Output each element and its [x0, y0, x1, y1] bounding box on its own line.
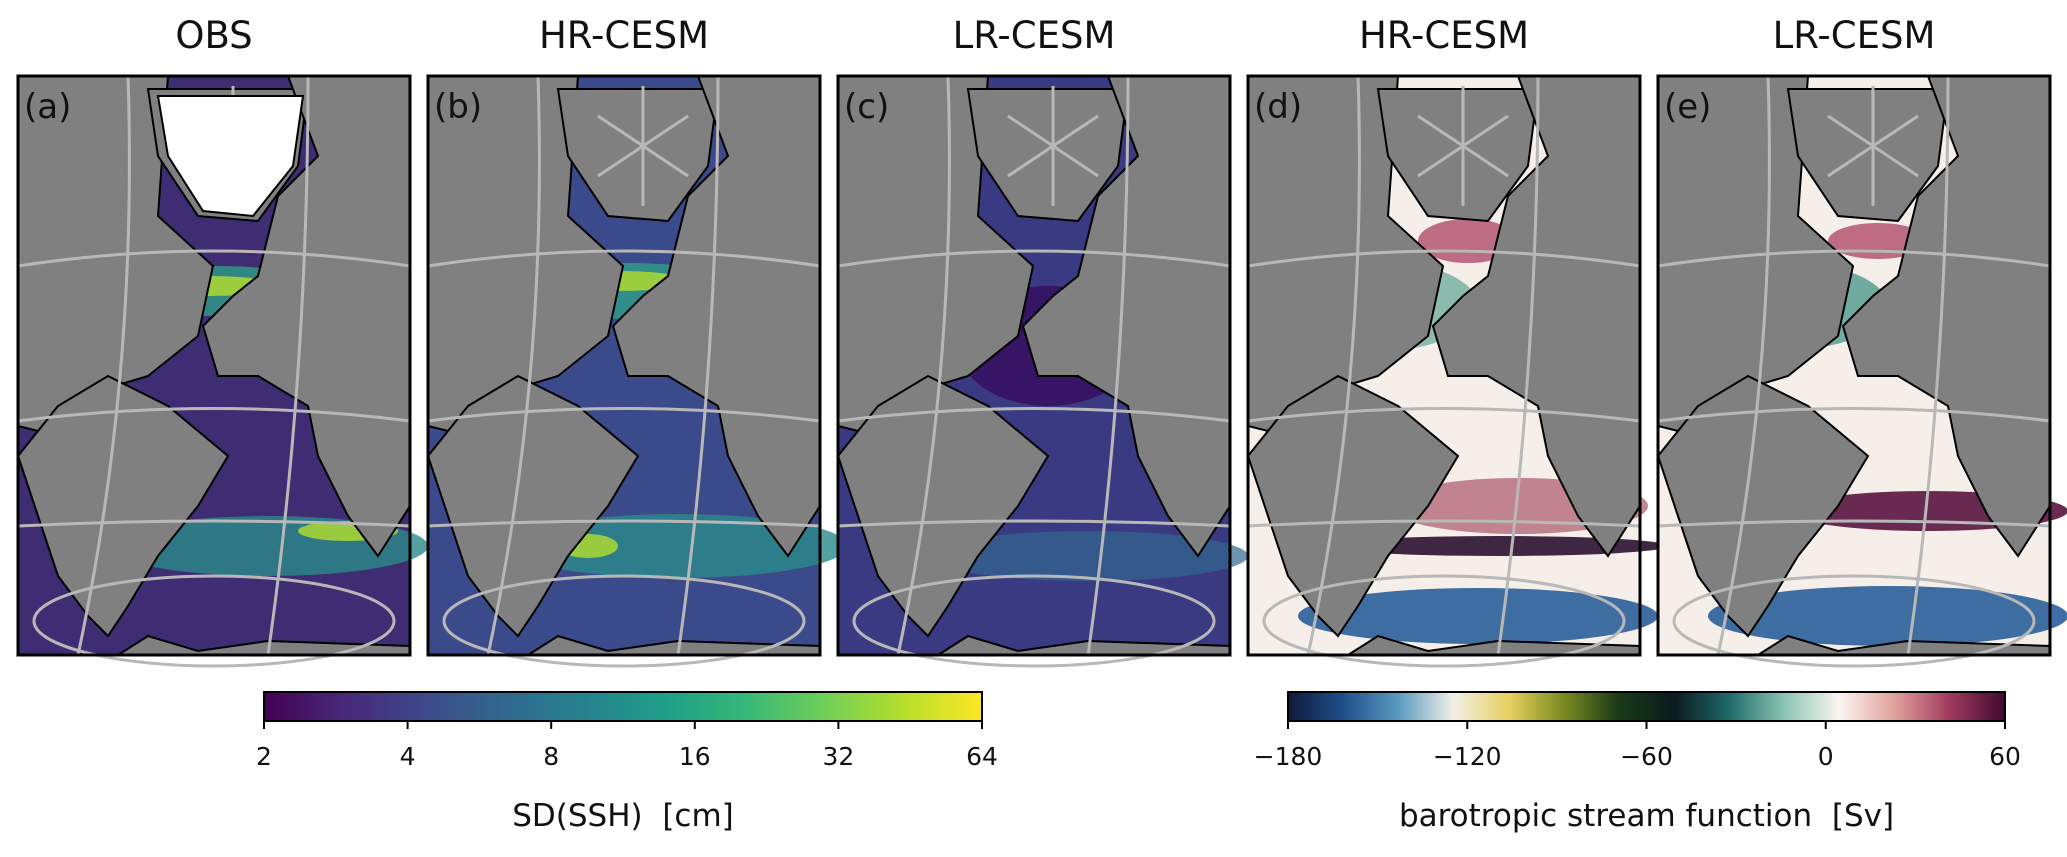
panel-label: (c)	[844, 87, 889, 127]
panel-label: (b)	[434, 87, 482, 127]
panel-title: LR-CESM	[953, 14, 1116, 57]
colorbar-tick-label: 0	[1818, 742, 1834, 771]
frame	[16, 74, 412, 657]
colorbar-tick-label: 32	[822, 742, 854, 771]
map-panel: (c)	[836, 74, 1248, 668]
colorbar-tick-label: 4	[400, 742, 416, 771]
colorbar-tick-label: −120	[1433, 742, 1502, 771]
colorbar-tick-label: −60	[1620, 742, 1673, 771]
colorbar-tick-label: 16	[679, 742, 711, 771]
colorbar-tick-label: 2	[256, 742, 272, 771]
colorbar-tick-label: 60	[1989, 742, 2021, 771]
map-panel: (d)	[1246, 74, 1668, 668]
panel-label: (d)	[1254, 87, 1302, 127]
colorbar	[1287, 691, 2006, 722]
colorbar-label: barotropic stream function [Sv]	[1399, 798, 1894, 834]
colorbar	[263, 691, 983, 722]
circulation-band	[1328, 536, 1668, 556]
circulation-band	[1708, 586, 2067, 646]
colorbar-tick-label: 8	[543, 742, 559, 771]
variability-band	[928, 531, 1248, 581]
frame	[426, 74, 822, 657]
panel-label: (a)	[24, 87, 71, 127]
colorbar-label: SD(SSH) [cm]	[512, 798, 734, 834]
frame	[1246, 74, 1642, 657]
panel-title: HR-CESM	[1359, 14, 1529, 57]
frame	[1656, 74, 2052, 657]
panel-title: OBS	[175, 14, 252, 57]
map-panel: (b)	[426, 74, 848, 668]
panel-title: HR-CESM	[539, 14, 709, 57]
map-panel: (e)	[1656, 74, 2067, 668]
variability-band	[508, 514, 848, 578]
colorbar-tick-label: −180	[1254, 742, 1323, 771]
frame	[836, 74, 1232, 657]
colorbar-tick-label: 64	[966, 742, 998, 771]
panel-title: LR-CESM	[1773, 14, 1936, 57]
map-panel: (a)	[16, 74, 428, 668]
panel-label: (e)	[1664, 87, 1711, 127]
circulation-band	[1298, 588, 1658, 644]
sea-ice	[156, 95, 305, 218]
